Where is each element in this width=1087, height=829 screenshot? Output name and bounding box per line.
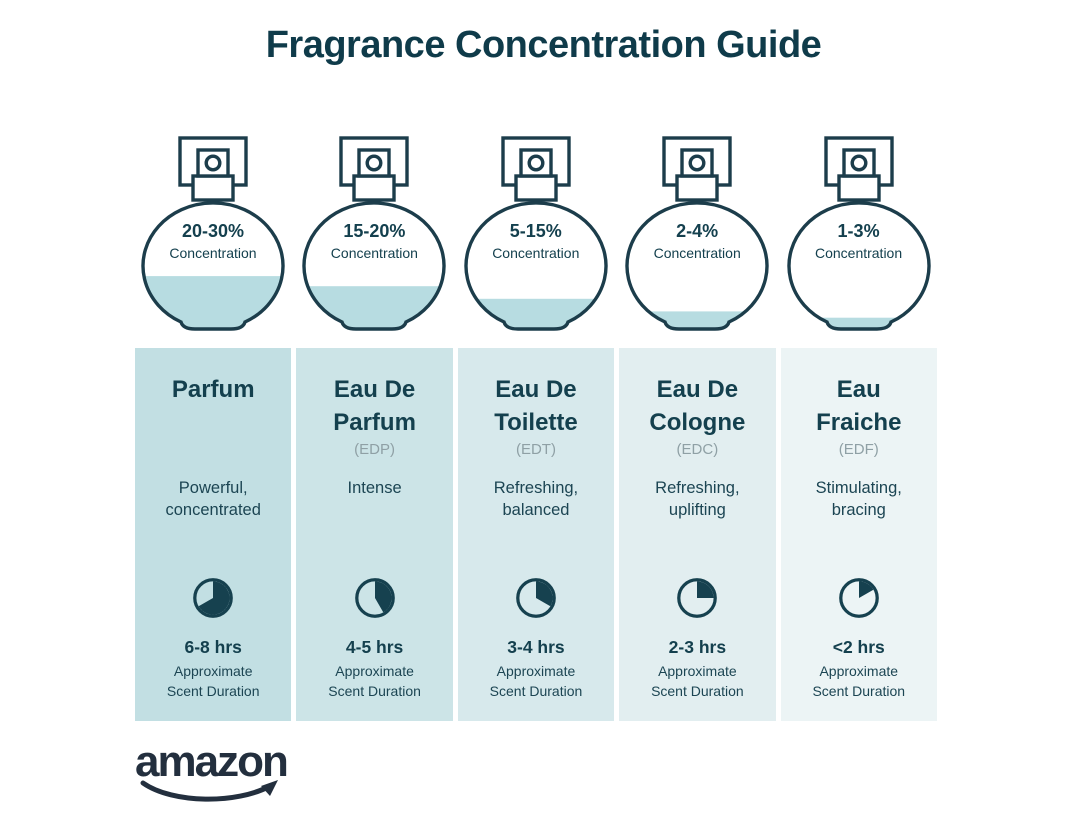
fragrance-table: Parfum Powerful, concentrated 6-8 hrs Ap… bbox=[135, 348, 937, 721]
concentration-word: Concentration bbox=[330, 244, 418, 261]
fragrance-name: Eau De Toilette bbox=[494, 376, 578, 436]
fragrance-abbr: (EDT) bbox=[515, 441, 556, 458]
caption-line1: Approximate bbox=[658, 663, 737, 679]
caption-line2: Scent Duration bbox=[812, 683, 906, 699]
fragrance-name: Parfum bbox=[171, 376, 255, 403]
perfume-bottle-icon bbox=[786, 136, 931, 331]
caption-line2: Scent Duration bbox=[328, 683, 421, 699]
amazon-logo-text: amazon bbox=[135, 737, 289, 786]
bottle-eau-de-cologne: 2-4% Concentration bbox=[619, 136, 775, 336]
perfume-bottle-icon bbox=[625, 136, 769, 331]
fragrance-name: Eau De Cologne bbox=[649, 376, 746, 436]
perfume-bottle-icon bbox=[302, 136, 447, 331]
column-eau-fraiche: Eau Fraiche (EDF) Stimulating, bracing <… bbox=[780, 348, 937, 721]
duration-caption: Approximate Scent Duration bbox=[328, 661, 421, 701]
scent-duration: 4-5 hrs bbox=[345, 637, 404, 657]
concentration-word: Concentration bbox=[169, 244, 257, 261]
concentration-percent: 15-20% bbox=[343, 221, 406, 241]
clock-icon bbox=[354, 578, 395, 618]
caption-line2: Scent Duration bbox=[166, 683, 260, 699]
duration-caption: Approximate Scent Duration bbox=[167, 661, 260, 701]
scent-duration: <2 hrs bbox=[832, 637, 885, 657]
clock-icon bbox=[677, 578, 718, 618]
concentration-percent: 20-30% bbox=[181, 221, 245, 241]
bottle-label: 15-20% Concentration bbox=[309, 220, 439, 262]
caption-line1: Approximate bbox=[496, 663, 576, 679]
column-parfum: Parfum Powerful, concentrated 6-8 hrs Ap… bbox=[135, 348, 292, 721]
bottle-label: 2-4% Concentration bbox=[632, 220, 762, 262]
clock-icon bbox=[838, 578, 879, 618]
fragrance-abbr: (EDC) bbox=[676, 441, 719, 458]
clock-icon bbox=[516, 578, 556, 618]
bottle-parfum: 20-30% Concentration bbox=[135, 136, 291, 336]
scent-duration: 2-3 hrs bbox=[668, 637, 727, 657]
column-eau-de-toilette: Eau De Toilette (EDT) Refreshing, balanc… bbox=[457, 348, 615, 721]
concentration-percent: 2-4% bbox=[676, 221, 719, 241]
amazon-logo: amazon bbox=[135, 740, 295, 810]
concentration-word: Concentration bbox=[653, 244, 741, 261]
perfume-bottle-icon bbox=[141, 136, 285, 331]
scent-duration: 6-8 hrs bbox=[184, 637, 242, 657]
caption-line1: Approximate bbox=[173, 663, 253, 679]
duration-caption: Approximate Scent Duration bbox=[812, 661, 905, 701]
fragrance-description: Powerful, concentrated bbox=[165, 479, 261, 519]
bottle-label: 1-3% Concentration bbox=[794, 220, 924, 262]
bottle-label: 20-30% Concentration bbox=[148, 220, 278, 262]
scent-duration: 3-4 hrs bbox=[507, 637, 565, 657]
column-eau-de-parfum: Eau De Parfum (EDP) Intense 4-5 hrs Appr… bbox=[296, 348, 453, 721]
duration-caption: Approximate Scent Duration bbox=[490, 661, 583, 701]
fragrance-description: Refreshing, balanced bbox=[493, 479, 579, 519]
fragrance-description: Stimulating, bracing bbox=[815, 479, 902, 519]
fragrance-abbr: (EDP) bbox=[354, 441, 395, 458]
clock-icon bbox=[193, 578, 234, 618]
caption-line1: Approximate bbox=[335, 663, 414, 679]
concentration-percent: 5-15% bbox=[509, 221, 562, 241]
bottle-label: 5-15% Concentration bbox=[471, 220, 601, 262]
perfume-bottle-icon bbox=[464, 136, 608, 331]
bottle-eau-de-toilette: 5-15% Concentration bbox=[458, 136, 614, 336]
concentration-word: Concentration bbox=[492, 244, 580, 261]
fragrance-description: Intense bbox=[347, 479, 402, 497]
page-title: Fragrance Concentration Guide bbox=[265, 24, 822, 66]
amazon-smile-icon bbox=[140, 780, 278, 802]
concentration-word: Concentration bbox=[814, 244, 903, 261]
caption-line1: Approximate bbox=[819, 663, 899, 679]
duration-caption: Approximate Scent Duration bbox=[651, 661, 744, 701]
bottle-eau-fraiche: 1-3% Concentration bbox=[781, 136, 937, 336]
fragrance-abbr: (EDF) bbox=[838, 441, 879, 458]
column-eau-de-cologne: Eau De Cologne (EDC) Refreshing, uplifti… bbox=[619, 348, 776, 721]
bottles-row: 20-30% Concentration 15-20% Concentratio… bbox=[135, 136, 937, 336]
caption-line2: Scent Duration bbox=[651, 683, 744, 699]
caption-line2: Scent Duration bbox=[489, 683, 583, 699]
fragrance-name: Eau De Parfum bbox=[333, 376, 416, 436]
bottle-eau-de-parfum: 15-20% Concentration bbox=[296, 136, 452, 336]
fragrance-description: Refreshing, uplifting bbox=[655, 479, 740, 519]
fragrance-name: Eau Fraiche bbox=[816, 376, 902, 436]
concentration-percent: 1-3% bbox=[837, 221, 880, 241]
